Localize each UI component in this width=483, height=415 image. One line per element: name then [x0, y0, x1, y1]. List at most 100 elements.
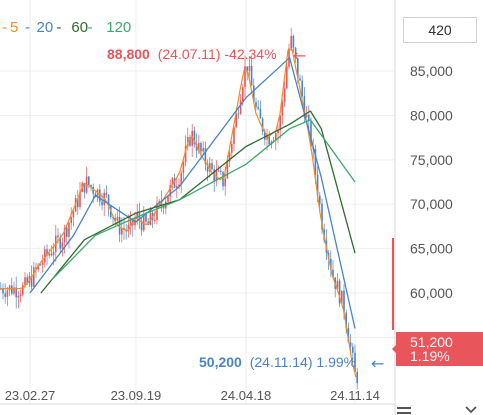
candle-body	[127, 225, 130, 232]
candle-body	[15, 287, 17, 298]
candle-body	[330, 258, 332, 270]
high-price-detail: (24.07.11) -42.34%	[158, 46, 277, 62]
candle-body	[116, 216, 119, 221]
legend[interactable]: 5 20 60 120	[10, 19, 131, 36]
low-price-value: 50,200	[199, 354, 242, 370]
candle-body	[222, 171, 224, 187]
candle-body	[235, 113, 237, 128]
candle-body	[193, 130, 196, 145]
candle-body	[66, 227, 68, 237]
candle-body	[239, 101, 242, 114]
candle-body	[292, 35, 295, 48]
candle-body	[156, 203, 158, 220]
current-price-tag: 51,200 1.19%	[396, 332, 483, 366]
candle-body	[310, 120, 312, 147]
candle-body	[211, 163, 213, 170]
legend-item-120: 120	[106, 19, 131, 36]
candle-body	[290, 35, 292, 49]
candle-body	[345, 312, 347, 329]
candle-body	[26, 277, 28, 284]
candle-body	[202, 148, 204, 152]
candle-body	[68, 223, 70, 237]
candle-body	[297, 58, 299, 79]
candle-body	[92, 186, 94, 194]
candle-body	[233, 127, 235, 145]
candle-body	[253, 85, 255, 102]
candle-body	[134, 219, 136, 226]
candle-body	[268, 134, 270, 145]
candle-body	[182, 162, 185, 173]
candle-body	[264, 131, 266, 140]
current-price-change: 1.19%	[410, 348, 450, 364]
candle-body	[343, 290, 345, 313]
candle-body	[158, 201, 160, 204]
candle-body	[35, 267, 37, 270]
candle-body	[59, 237, 61, 249]
candle-body	[13, 287, 15, 294]
candle-body	[107, 194, 110, 207]
candle-body	[167, 196, 169, 202]
candle-body	[101, 201, 103, 206]
candlestick-series	[0, 27, 358, 390]
candle-body	[6, 290, 9, 297]
candle-body	[301, 80, 303, 97]
candle-body	[77, 198, 79, 208]
candle-body	[50, 253, 53, 256]
candle-body	[96, 189, 99, 198]
candle-body	[114, 217, 116, 221]
candle-body	[178, 184, 180, 187]
candle-body	[220, 170, 222, 172]
candle-body	[22, 285, 24, 295]
legend-item-20: 20	[37, 19, 54, 36]
candle-body	[277, 130, 279, 134]
ma-line-120	[51, 119, 356, 281]
price-axis: 85,00080,00075,00070,00065,00060,00055,0…	[410, 63, 453, 345]
candle-body	[246, 66, 248, 71]
candle-body	[180, 172, 182, 185]
candle-body	[143, 213, 145, 231]
candle-body	[191, 130, 193, 146]
y-tick-label: 80,000	[410, 107, 453, 123]
candle-body	[349, 342, 352, 347]
menu-icon[interactable]	[397, 404, 411, 415]
candle-body	[140, 220, 143, 231]
current-price-notch	[392, 343, 398, 355]
ma-line-20	[29, 57, 356, 329]
candle-body	[198, 142, 200, 151]
candle-body	[2, 288, 4, 294]
candle-body	[24, 277, 26, 286]
ma-line-60	[40, 110, 356, 294]
low-price-detail: (24.11.14) 1.99%	[250, 354, 356, 370]
candle-body	[4, 293, 6, 297]
candle-body	[281, 101, 284, 116]
candle-body	[266, 134, 268, 140]
candle-body	[237, 113, 240, 115]
time-axis: 23.02.27 23.09.19 24.04.18 24.11.14	[5, 388, 380, 403]
candle-body	[283, 88, 286, 102]
high-price-value: 88,800	[107, 46, 150, 62]
candle-body	[39, 264, 42, 266]
current-price-value: 51,200	[410, 334, 453, 350]
moving-average-lines	[0, 48, 357, 378]
candle-body	[338, 280, 341, 304]
candle-body	[356, 371, 358, 384]
candle-body	[316, 174, 319, 196]
x-tick-label: 23.02.27	[5, 388, 56, 403]
candle-body	[154, 219, 156, 221]
candle-body	[299, 78, 301, 81]
y-tick-label: 60,000	[410, 285, 453, 301]
candle-body	[303, 96, 306, 117]
candle-body	[228, 152, 231, 162]
period-input[interactable]: 420	[403, 17, 477, 43]
candle-body	[145, 213, 147, 222]
candle-body	[294, 47, 297, 59]
candle-body	[129, 218, 132, 226]
candle-body	[217, 170, 220, 172]
candle-body	[176, 186, 178, 188]
chevron-down-icon[interactable]	[465, 405, 477, 415]
candle-body	[321, 203, 323, 230]
candle-body	[162, 205, 165, 209]
candle-body	[57, 235, 59, 238]
candle-body	[138, 213, 141, 221]
candle-body	[189, 137, 191, 146]
